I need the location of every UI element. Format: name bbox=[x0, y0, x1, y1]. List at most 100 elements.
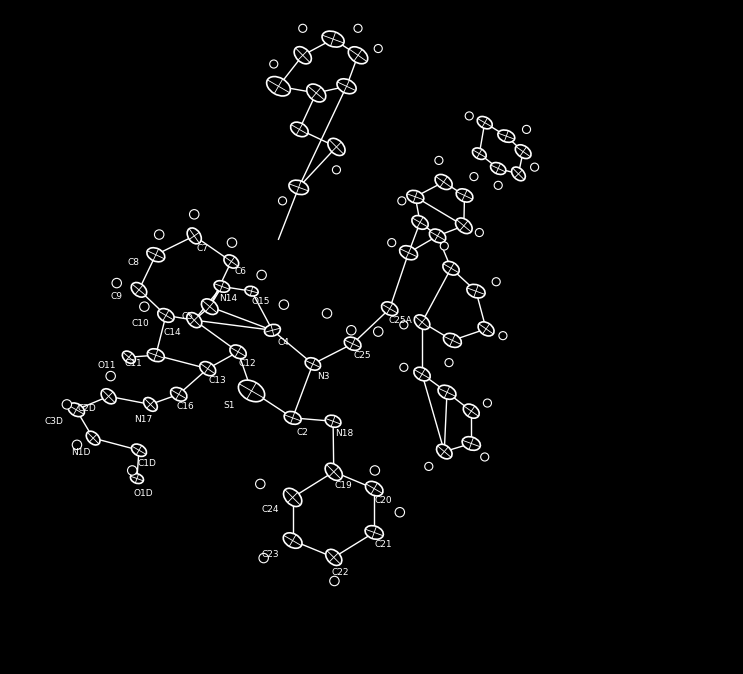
Ellipse shape bbox=[400, 246, 418, 259]
Text: C9: C9 bbox=[111, 292, 123, 301]
Ellipse shape bbox=[337, 79, 356, 94]
Ellipse shape bbox=[443, 262, 459, 275]
Circle shape bbox=[299, 24, 307, 32]
Circle shape bbox=[465, 112, 473, 120]
Ellipse shape bbox=[86, 431, 100, 445]
Ellipse shape bbox=[186, 313, 202, 328]
Ellipse shape bbox=[435, 175, 452, 189]
Text: C23: C23 bbox=[262, 549, 279, 559]
Ellipse shape bbox=[414, 367, 430, 381]
Text: O1D: O1D bbox=[134, 489, 154, 498]
Ellipse shape bbox=[214, 280, 230, 293]
Ellipse shape bbox=[239, 380, 265, 402]
Text: C11: C11 bbox=[125, 359, 143, 368]
Ellipse shape bbox=[123, 351, 135, 363]
Ellipse shape bbox=[284, 488, 302, 507]
Ellipse shape bbox=[415, 315, 429, 330]
Circle shape bbox=[494, 181, 502, 189]
Text: N17: N17 bbox=[134, 415, 153, 424]
Ellipse shape bbox=[305, 358, 320, 370]
Ellipse shape bbox=[201, 299, 218, 315]
Circle shape bbox=[441, 242, 448, 250]
Ellipse shape bbox=[291, 122, 308, 137]
Ellipse shape bbox=[412, 216, 428, 229]
Circle shape bbox=[476, 228, 484, 237]
Circle shape bbox=[346, 326, 356, 335]
Text: C2: C2 bbox=[296, 428, 308, 437]
Text: S1: S1 bbox=[224, 401, 235, 410]
Ellipse shape bbox=[101, 389, 116, 404]
Circle shape bbox=[400, 321, 408, 329]
Ellipse shape bbox=[131, 474, 143, 483]
Circle shape bbox=[425, 462, 433, 470]
Circle shape bbox=[332, 166, 340, 174]
Text: C19: C19 bbox=[334, 481, 352, 490]
Ellipse shape bbox=[322, 31, 344, 47]
Ellipse shape bbox=[478, 322, 494, 336]
Circle shape bbox=[279, 300, 288, 309]
Circle shape bbox=[112, 278, 121, 288]
Text: C1D: C1D bbox=[137, 459, 157, 468]
Circle shape bbox=[370, 466, 380, 475]
Ellipse shape bbox=[267, 77, 291, 96]
Ellipse shape bbox=[407, 190, 424, 204]
Ellipse shape bbox=[467, 284, 485, 298]
Ellipse shape bbox=[328, 138, 345, 156]
Circle shape bbox=[531, 163, 539, 171]
Circle shape bbox=[128, 466, 137, 475]
Ellipse shape bbox=[455, 218, 472, 234]
Text: C14: C14 bbox=[163, 328, 181, 337]
Circle shape bbox=[395, 508, 404, 517]
Ellipse shape bbox=[265, 324, 280, 336]
Text: C2D: C2D bbox=[77, 404, 96, 413]
Ellipse shape bbox=[325, 463, 343, 481]
Circle shape bbox=[270, 60, 278, 68]
Ellipse shape bbox=[366, 481, 383, 496]
Circle shape bbox=[155, 230, 164, 239]
Ellipse shape bbox=[477, 117, 492, 129]
Circle shape bbox=[388, 239, 396, 247]
Text: C24: C24 bbox=[262, 505, 279, 514]
Circle shape bbox=[470, 173, 478, 181]
Circle shape bbox=[499, 332, 507, 340]
Ellipse shape bbox=[456, 189, 473, 202]
Ellipse shape bbox=[462, 437, 481, 450]
Ellipse shape bbox=[245, 286, 258, 296]
Text: N14: N14 bbox=[219, 294, 238, 303]
Ellipse shape bbox=[515, 145, 531, 158]
Circle shape bbox=[227, 238, 237, 247]
Circle shape bbox=[400, 363, 408, 371]
Ellipse shape bbox=[147, 348, 164, 362]
Circle shape bbox=[330, 576, 339, 586]
Circle shape bbox=[256, 479, 265, 489]
Ellipse shape bbox=[68, 403, 85, 417]
Ellipse shape bbox=[307, 84, 325, 102]
Ellipse shape bbox=[132, 444, 146, 456]
Text: C8: C8 bbox=[128, 258, 140, 268]
Circle shape bbox=[481, 453, 489, 461]
Text: C20: C20 bbox=[374, 496, 392, 506]
Ellipse shape bbox=[444, 334, 461, 347]
Text: C6: C6 bbox=[235, 267, 247, 276]
Ellipse shape bbox=[512, 167, 525, 181]
Ellipse shape bbox=[289, 180, 308, 195]
Text: C12: C12 bbox=[239, 359, 256, 369]
Ellipse shape bbox=[143, 398, 158, 411]
Circle shape bbox=[522, 125, 531, 133]
Ellipse shape bbox=[473, 148, 486, 160]
Ellipse shape bbox=[348, 47, 368, 64]
Ellipse shape bbox=[294, 47, 311, 64]
Circle shape bbox=[484, 399, 491, 407]
Text: C10: C10 bbox=[132, 319, 149, 328]
Text: N18: N18 bbox=[335, 429, 353, 438]
Ellipse shape bbox=[490, 162, 506, 175]
Text: C25A: C25A bbox=[389, 316, 412, 326]
Circle shape bbox=[189, 210, 199, 219]
Ellipse shape bbox=[283, 533, 302, 548]
Text: C25: C25 bbox=[353, 351, 371, 361]
Ellipse shape bbox=[429, 229, 446, 243]
Ellipse shape bbox=[132, 282, 146, 297]
Text: C21: C21 bbox=[374, 540, 392, 549]
Circle shape bbox=[398, 197, 406, 205]
Ellipse shape bbox=[381, 302, 398, 315]
